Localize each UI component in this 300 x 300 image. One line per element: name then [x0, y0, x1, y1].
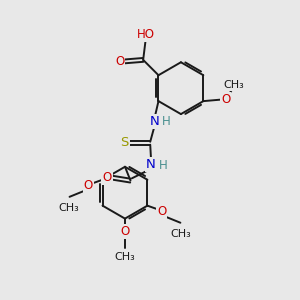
Text: CH₃: CH₃ [223, 80, 244, 90]
Text: O: O [84, 179, 93, 192]
Text: O: O [120, 225, 130, 238]
Text: S: S [120, 136, 128, 149]
Text: O: O [115, 55, 124, 68]
Text: H: H [158, 158, 167, 172]
Text: CH₃: CH₃ [115, 253, 135, 262]
Text: CH₃: CH₃ [171, 229, 191, 238]
Text: CH₃: CH₃ [58, 203, 79, 213]
Text: HO: HO [137, 28, 155, 41]
Text: O: O [157, 205, 166, 218]
Text: O: O [221, 93, 230, 106]
Text: N: N [150, 115, 160, 128]
Text: H: H [162, 115, 171, 128]
Text: O: O [102, 171, 112, 184]
Text: N: N [146, 158, 156, 171]
